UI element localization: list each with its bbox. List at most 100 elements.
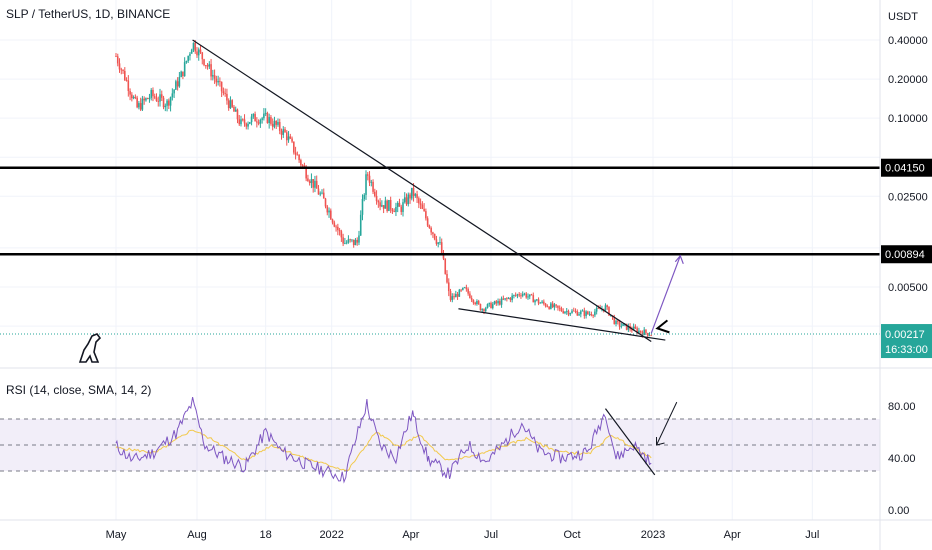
candle-body [215,78,218,83]
candle-body [192,42,195,50]
candle-body [574,311,577,312]
candle-body [613,317,616,325]
candle-body [229,100,232,109]
rsi-y-tick-label: 0.00 [888,505,909,517]
symbol-title: SLP / TetherUS, 1D, BINANCE [6,7,171,21]
candle-body [428,225,431,228]
candle-body [372,181,374,192]
candle-body [168,100,170,106]
candle-body [122,69,124,71]
candle-body [553,304,556,308]
x-tick-label: 2022 [319,529,343,541]
candle-body [509,297,512,301]
candle-body [365,174,367,195]
candle-body [153,96,156,98]
candle-body [484,308,487,312]
candle-body [472,299,475,303]
candle-body [594,311,596,316]
x-tick-label: 2023 [641,529,665,541]
candle-body [222,91,225,94]
candle-body [314,180,316,188]
candle-body [310,179,313,184]
level-tag: 0.04150 [881,158,932,177]
candle-body [321,192,323,194]
candle-body [544,303,547,307]
candle-body [227,100,230,109]
candle-body [453,296,455,298]
rsi-y-tick-label: 80.00 [888,401,916,413]
candle-body [516,294,519,296]
candle-body [527,296,529,298]
candle-body [204,65,207,66]
candle-body [345,242,348,244]
candle-body [386,200,388,211]
candle-body [185,60,188,63]
candle-body [271,123,274,127]
candle-body [530,294,533,296]
candle-body [444,258,447,274]
level-tag: 0.00894 [881,245,932,264]
candle-body [447,282,450,292]
candle-body [440,242,443,254]
candle-body [220,81,223,92]
candle-body [477,301,480,304]
candle-body [555,304,557,306]
candle-body [403,197,406,203]
candle-body [139,103,142,110]
level-tag-text: 0.04150 [885,163,925,175]
candle-body [585,311,587,316]
candle-body [256,121,258,123]
candle-body [231,100,234,107]
candle-body [523,293,526,295]
last-price-tag-bg [881,324,932,359]
candle-body [382,205,385,209]
candle-body [532,295,535,303]
candle-body [421,204,424,209]
grid [0,0,880,520]
candle-body [384,200,387,209]
candle-body [497,301,499,304]
candle-body [284,129,286,133]
candle-body [361,198,364,215]
candle-body [120,69,123,71]
candle-body [189,53,191,56]
price-tags: 0.04150 0.00894 0.00217 16:33:00 [881,158,932,359]
candle-body [560,308,563,312]
candle-body [254,113,256,122]
candle-body [349,239,351,241]
candle-body [625,323,628,330]
candle-body [590,314,593,316]
candle-body [132,96,135,99]
candle-body [419,203,422,205]
candle-body [638,330,640,333]
y-tick-label: 0.00500 [888,282,928,294]
candle-body [396,202,399,207]
candle-body [187,55,189,61]
candle-body [578,314,580,316]
candle-body [315,180,318,189]
rsi-arrow-head [656,437,665,446]
candle-body [636,328,638,333]
candle-body [627,325,630,330]
candle-body [124,70,126,81]
rsi-panel [0,396,880,484]
candle-body [363,194,366,199]
candle-body [632,326,635,331]
candle-body [141,98,144,110]
candle-body [347,239,350,243]
candle-body [333,222,336,227]
candle-body [423,208,425,212]
candle-body [488,302,491,305]
candle-body [291,138,293,142]
candle-body [199,49,202,53]
candle-body [169,97,172,106]
candle-body [356,239,359,243]
candle-body [285,132,288,141]
candle-body [446,273,448,283]
candle-body [456,294,459,297]
candle-body [340,231,343,238]
level-tag-text: 0.00894 [885,249,925,261]
candle-body [236,109,239,120]
candle-body [546,306,549,308]
